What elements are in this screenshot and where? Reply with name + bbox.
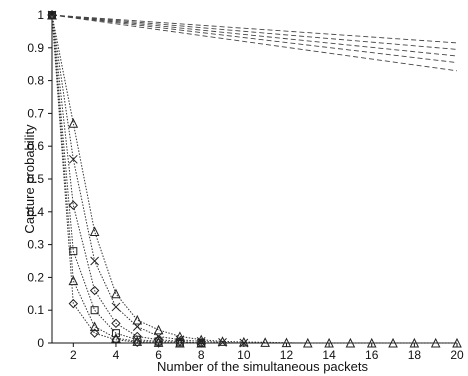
x-tick-label: 14 [322,348,336,362]
series-2-line [51,14,458,57]
y-axis-label: Capture probability [22,124,37,234]
series-9-point [132,336,143,346]
series-6-point [239,338,249,348]
y-tick-label: 0.1 [27,303,44,317]
x-tick-label: 4 [113,348,120,362]
series-4 [51,14,458,72]
series-8 [48,11,206,347]
series-6-point [111,302,121,312]
y-tick-label: 0.4 [27,205,44,219]
series-7-point [111,318,121,329]
series-5-point [260,337,270,347]
series-8-point [69,247,78,256]
series-4-line [51,14,458,72]
series-8-point [90,306,99,315]
series-5-point [409,337,420,348]
series-2 [51,14,458,57]
series-10-point [89,328,100,338]
series-5-point [132,314,143,325]
y-tick-label: 1 [37,8,44,22]
y-tick-label: 0.2 [27,270,44,284]
series-6-point [218,337,227,347]
axes [51,11,457,344]
series-5-point [388,337,398,348]
series-6-point [132,322,142,331]
series-5-point [281,337,292,348]
series-0 [51,14,458,44]
series-5-point [153,324,164,335]
series-7-point [89,285,100,296]
series-9 [47,9,207,348]
series-10-line [51,14,159,344]
x-tick-label: 18 [408,348,422,362]
series-5-point [111,288,121,299]
y-tick-label: 0.7 [27,106,44,120]
x-tick-label: 6 [155,348,162,362]
series-9-point [89,321,100,332]
series-9-point [196,337,207,348]
x-tick-label: 10 [237,348,251,362]
series-6 [47,10,249,348]
series-7-point [153,335,164,345]
y-tick-label: 0.9 [27,41,44,55]
series-6-line [51,14,244,344]
series-5-point [68,118,79,128]
series-1-line [51,14,458,50]
series-5-point [239,336,249,347]
series-10-point [111,335,121,345]
series [47,9,462,348]
x-tick-label: 2 [70,348,77,362]
series-0-line [51,14,458,44]
series-5-point [175,331,185,341]
y-tick-label: 0.6 [27,139,44,153]
ticks: 00.10.20.30.40.50.60.70.80.912 4 6 8 10 12 14 1… [27,8,464,362]
series-7-point [68,200,79,210]
series-5-point [217,336,228,346]
series-1 [51,14,458,50]
series-7-line [51,14,202,344]
series-5-point [366,337,377,348]
x-tick-label: 20 [450,348,464,362]
series-6-point [68,154,78,164]
series-9-point [68,275,79,286]
series-7-point [132,331,142,342]
y-tick-label: 0.5 [27,172,44,186]
series-5-point [430,337,441,348]
series-8-point [133,335,142,344]
series-5-point [345,337,356,348]
y-tick-label: 0.3 [27,238,44,252]
x-tick-label: 12 [280,348,294,362]
series-5-point [302,337,313,348]
series-10-point [153,338,164,348]
y-tick-label: 0 [37,336,44,350]
series-5 [47,9,462,348]
series-10 [47,10,164,348]
x-tick-label: 16 [365,348,379,362]
y-tick-label: 0.8 [27,74,44,88]
series-7 [47,10,206,348]
series-5-line [51,14,457,344]
series-10-point [68,298,79,309]
series-9-point [175,337,185,348]
series-6-point [154,332,163,341]
series-6-point [90,256,99,266]
series-5-point [89,226,100,236]
series-10-point [47,10,57,20]
x-tick-label: 8 [198,348,205,362]
x-axis-label: Number of the simultaneous packets [157,359,368,374]
series-8-point [111,329,120,338]
series-3 [51,14,458,64]
series-10-point [132,337,142,348]
series-5-point [452,337,462,348]
series-8-line [51,14,202,344]
series-5-point [324,337,334,348]
series-9-line [51,14,202,344]
series-3-line [51,14,458,64]
